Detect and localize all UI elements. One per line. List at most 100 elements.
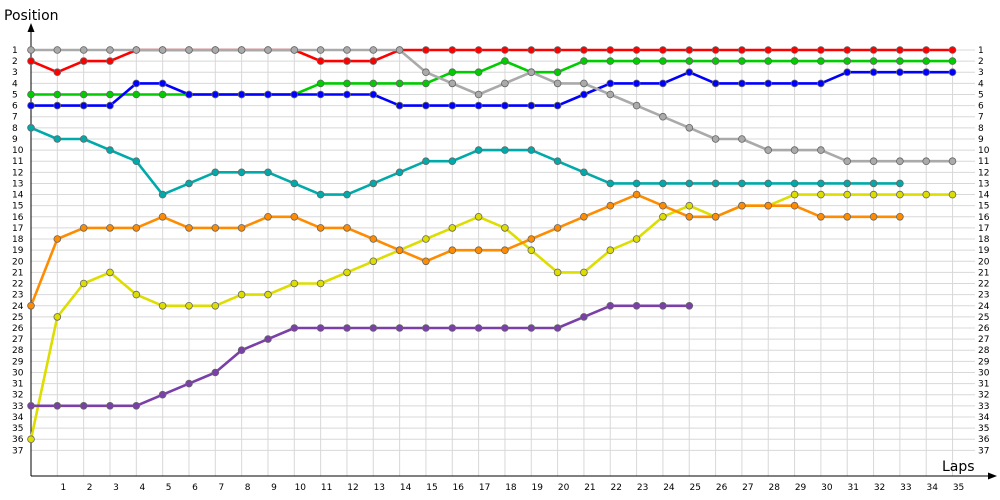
data-point bbox=[369, 46, 378, 54]
data-point bbox=[185, 46, 193, 54]
y-tick-label-left: 26 bbox=[12, 324, 24, 334]
data-point bbox=[527, 324, 536, 332]
data-point bbox=[316, 190, 325, 199]
y-tick-label-right: 36 bbox=[978, 435, 990, 445]
data-point bbox=[395, 246, 404, 255]
y-tick-label-left: 4 bbox=[12, 79, 18, 89]
data-point bbox=[27, 301, 35, 310]
y-tick-label-left: 22 bbox=[12, 280, 23, 290]
x-tick-label: 8 bbox=[245, 483, 251, 493]
data-point bbox=[474, 46, 483, 54]
data-point bbox=[343, 46, 351, 54]
data-point bbox=[369, 179, 378, 188]
chart-grid bbox=[31, 46, 975, 476]
data-point bbox=[711, 46, 720, 54]
x-tick-label: 29 bbox=[795, 483, 807, 493]
x-axis-arrow bbox=[988, 472, 997, 480]
series-1 bbox=[27, 57, 957, 99]
y-tick-label-left: 17 bbox=[12, 224, 23, 234]
data-point bbox=[27, 46, 35, 54]
x-tick-label: 32 bbox=[874, 483, 885, 493]
data-point bbox=[922, 57, 930, 65]
data-point bbox=[132, 224, 141, 232]
y-tick-label-left: 12 bbox=[12, 168, 23, 178]
data-point bbox=[632, 235, 641, 243]
data-point bbox=[869, 157, 878, 166]
data-point bbox=[685, 46, 694, 54]
data-point bbox=[422, 68, 430, 76]
data-point bbox=[448, 101, 457, 110]
data-point bbox=[185, 224, 193, 232]
data-point bbox=[764, 146, 772, 154]
data-point bbox=[343, 224, 351, 232]
x-tick-label: 3 bbox=[113, 483, 119, 493]
data-point bbox=[343, 90, 351, 99]
data-point bbox=[106, 224, 114, 232]
y-tick-label-left: 19 bbox=[12, 246, 24, 256]
data-point bbox=[264, 213, 272, 221]
series-line bbox=[29, 193, 953, 440]
x-tick-label: 30 bbox=[821, 483, 833, 493]
data-point bbox=[422, 79, 430, 88]
data-point bbox=[316, 224, 325, 232]
data-point bbox=[922, 157, 930, 166]
data-point bbox=[369, 235, 378, 243]
data-point bbox=[527, 246, 536, 255]
data-point bbox=[290, 279, 299, 288]
data-point bbox=[316, 324, 325, 332]
data-point bbox=[79, 224, 88, 232]
data-point bbox=[106, 146, 114, 154]
y-tick-label-left: 14 bbox=[12, 191, 24, 201]
data-point bbox=[211, 301, 220, 310]
y-tick-label-right: 7 bbox=[978, 113, 984, 123]
y-tick-label-right: 17 bbox=[978, 224, 989, 234]
data-point bbox=[764, 79, 772, 88]
data-point bbox=[395, 101, 404, 110]
y-tick-label-right: 16 bbox=[978, 213, 990, 223]
data-point bbox=[106, 401, 114, 410]
data-point bbox=[553, 224, 562, 232]
data-point bbox=[632, 57, 641, 65]
data-point bbox=[79, 101, 88, 110]
data-point bbox=[448, 246, 457, 255]
data-point bbox=[843, 179, 851, 188]
data-point bbox=[632, 190, 641, 199]
y-tick-label-left: 36 bbox=[12, 435, 24, 445]
data-point bbox=[738, 57, 746, 65]
data-point bbox=[632, 46, 641, 54]
data-point bbox=[369, 79, 378, 88]
y-tick-label-left: 34 bbox=[12, 413, 24, 423]
data-point bbox=[501, 146, 509, 154]
data-point bbox=[343, 79, 351, 88]
data-point bbox=[869, 213, 878, 221]
data-point bbox=[527, 146, 536, 154]
data-point bbox=[580, 57, 588, 65]
data-point bbox=[343, 268, 351, 277]
data-point bbox=[448, 46, 457, 54]
data-point bbox=[422, 257, 430, 266]
y-tick-label-left: 24 bbox=[12, 302, 24, 312]
data-point bbox=[448, 68, 457, 76]
y-tick-label-left: 13 bbox=[12, 179, 23, 189]
data-point bbox=[237, 290, 246, 299]
data-point bbox=[27, 101, 35, 110]
data-point bbox=[869, 68, 878, 76]
data-point bbox=[264, 168, 272, 177]
data-point bbox=[422, 46, 430, 54]
y-tick-label-right: 2 bbox=[978, 57, 984, 67]
data-point bbox=[606, 57, 615, 65]
data-point bbox=[764, 46, 772, 54]
data-point bbox=[316, 279, 325, 288]
data-point bbox=[711, 57, 720, 65]
x-tick-label: 7 bbox=[218, 483, 224, 493]
y-tick-label-right: 33 bbox=[978, 402, 989, 412]
data-point bbox=[132, 401, 141, 410]
y-tick-label-right: 28 bbox=[978, 346, 990, 356]
y-tick-label-left: 27 bbox=[12, 335, 23, 345]
series-layer bbox=[27, 46, 957, 444]
data-point bbox=[132, 157, 141, 166]
y-tick-label-left: 3 bbox=[12, 68, 18, 78]
y-tick-label-right: 11 bbox=[978, 157, 989, 167]
data-point bbox=[790, 179, 799, 188]
